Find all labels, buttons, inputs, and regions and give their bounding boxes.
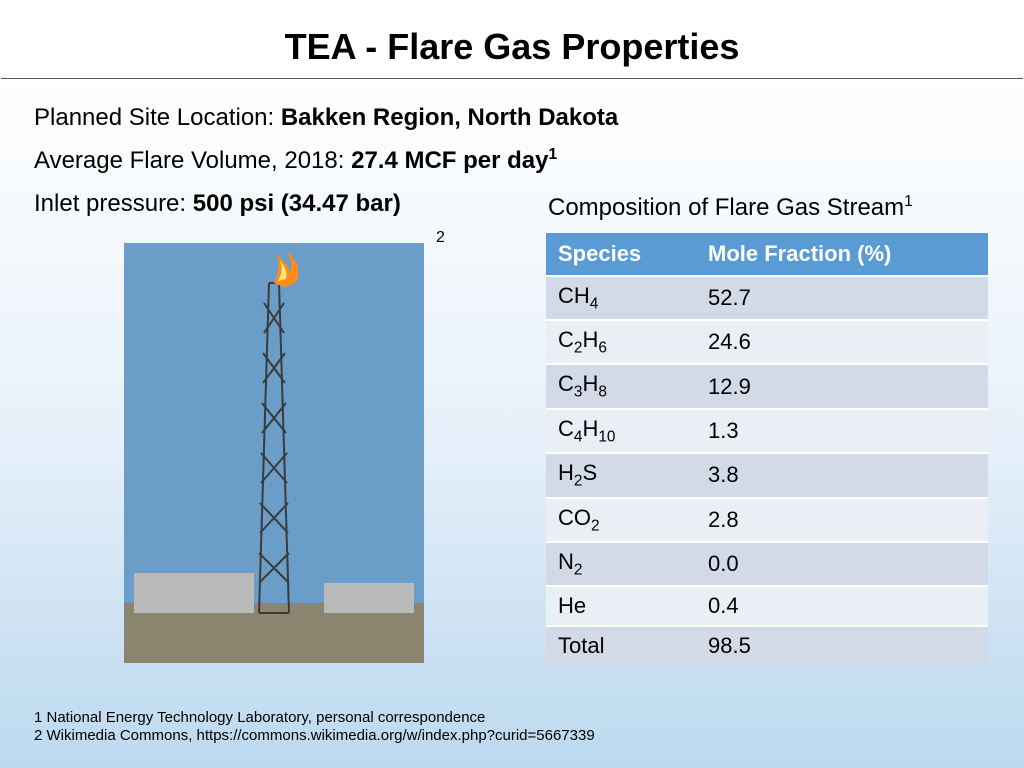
species-cell: CH4 bbox=[546, 276, 696, 320]
table-row: H2S 3.8 bbox=[546, 453, 988, 497]
location-label: Planned Site Location: bbox=[34, 104, 281, 131]
species-cell: C4H10 bbox=[546, 409, 696, 453]
table-row: CO2 2.8 bbox=[546, 498, 988, 542]
table-row: C3H8 12.9 bbox=[546, 364, 988, 408]
value-cell: 98.5 bbox=[696, 626, 988, 665]
value-cell: 52.7 bbox=[696, 276, 988, 320]
value-cell: 12.9 bbox=[696, 364, 988, 408]
value-cell: 0.0 bbox=[696, 542, 988, 586]
volume-value: 27.4 MCF per day1 bbox=[351, 147, 557, 174]
composition-title-ref: 1 bbox=[904, 193, 913, 210]
image-ref-mark: 2 bbox=[436, 229, 445, 247]
col-mole-fraction: Mole Fraction (%) bbox=[696, 233, 988, 276]
page-title: TEA - Flare Gas Properties bbox=[0, 0, 1024, 78]
table-row: CH4 52.7 bbox=[546, 276, 988, 320]
pressure-label: Inlet pressure: bbox=[34, 190, 193, 217]
composition-title: Composition of Flare Gas Stream1 bbox=[548, 193, 913, 222]
table-header-row: Species Mole Fraction (%) bbox=[546, 233, 988, 276]
col-species: Species bbox=[546, 233, 696, 276]
species-cell: C3H8 bbox=[546, 364, 696, 408]
location-value: Bakken Region, North Dakota bbox=[281, 104, 618, 131]
table-row: Total 98.5 bbox=[546, 626, 988, 665]
value-cell: 2.8 bbox=[696, 498, 988, 542]
species-cell: H2S bbox=[546, 453, 696, 497]
volume-label: Average Flare Volume, 2018: bbox=[34, 147, 351, 174]
footnote-1: 1 National Energy Technology Laboratory,… bbox=[34, 709, 595, 728]
volume-ref: 1 bbox=[549, 146, 558, 163]
pressure-value: 500 psi (34.47 bar) bbox=[193, 190, 401, 217]
species-cell: Total bbox=[546, 626, 696, 665]
value-cell: 1.3 bbox=[696, 409, 988, 453]
value-cell: 0.4 bbox=[696, 586, 988, 626]
composition-table: Species Mole Fraction (%) CH4 52.7 C2H6 … bbox=[546, 233, 988, 666]
species-cell: He bbox=[546, 586, 696, 626]
title-divider bbox=[1, 78, 1023, 79]
fact-location: Planned Site Location: Bakken Region, No… bbox=[34, 99, 994, 136]
value-cell: 3.8 bbox=[696, 453, 988, 497]
flare-photo bbox=[124, 243, 424, 663]
fact-volume: Average Flare Volume, 2018: 27.4 MCF per… bbox=[34, 142, 994, 179]
table-row: C2H6 24.6 bbox=[546, 320, 988, 364]
table-row: C4H10 1.3 bbox=[546, 409, 988, 453]
table-row: N2 0.0 bbox=[546, 542, 988, 586]
table-row: He 0.4 bbox=[546, 586, 988, 626]
flare-tower-icon bbox=[124, 243, 424, 663]
value-cell: 24.6 bbox=[696, 320, 988, 364]
footnote-2: 2 Wikimedia Commons, https://commons.wik… bbox=[34, 727, 595, 746]
species-cell: CO2 bbox=[546, 498, 696, 542]
species-cell: N2 bbox=[546, 542, 696, 586]
footnotes: 1 National Energy Technology Laboratory,… bbox=[34, 709, 595, 747]
species-cell: C2H6 bbox=[546, 320, 696, 364]
